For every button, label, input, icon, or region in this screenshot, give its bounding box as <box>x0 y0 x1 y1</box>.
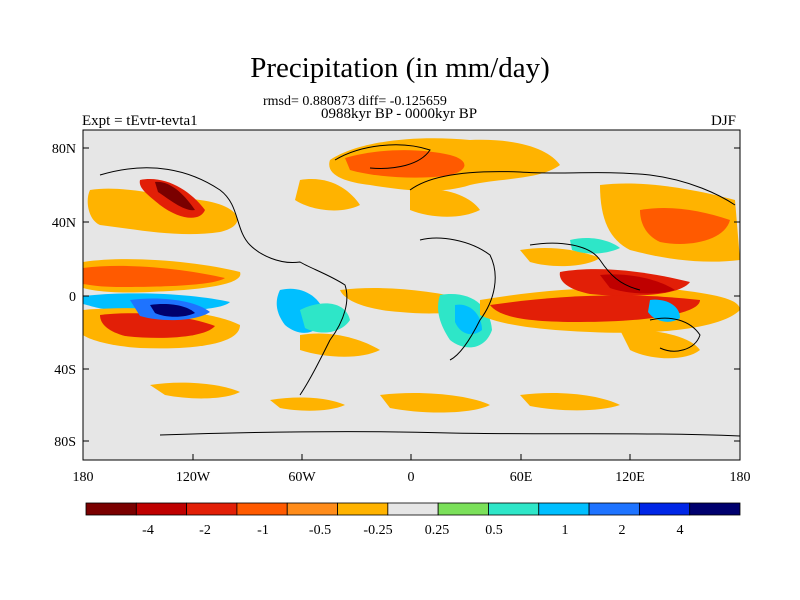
colorbar-label: 1 <box>562 523 569 538</box>
lat-tick-label: 40N <box>52 216 76 231</box>
colorbar-segment <box>387 502 439 516</box>
lon-tick-label: 0 <box>408 470 415 485</box>
colorbar-label: -1 <box>257 523 269 538</box>
season-label: DJF <box>710 113 736 129</box>
colorbar-segment <box>638 502 691 516</box>
colorbar-segment <box>538 502 590 516</box>
colorbar-label: -0.25 <box>363 523 392 538</box>
colorbar-segment <box>689 502 741 516</box>
colorbar-segment <box>337 502 389 516</box>
colorbar-segment <box>236 502 288 516</box>
lon-tick-label: 180 <box>730 470 751 485</box>
coastlines <box>99 144 740 437</box>
lat-tick-label: 40S <box>54 363 76 378</box>
latitude-axis: 80N 40N 0 40S 80S <box>52 142 740 450</box>
colorbar-segment <box>588 502 640 516</box>
stats-line: rmsd= 0.880873 diff= -0.125659 <box>263 94 447 109</box>
colorbar-label: 0.25 <box>425 523 450 538</box>
colorbar-label: 4 <box>677 523 684 538</box>
longitude-axis: 180 120W 60W 0 60E 120E 180 <box>73 454 751 485</box>
lon-tick-label: 60E <box>510 470 533 485</box>
lat-tick-label: 0 <box>69 290 76 305</box>
precipitation-field <box>83 138 740 413</box>
colorbar-segment <box>286 502 338 516</box>
colorbar-segment <box>85 502 137 516</box>
map-title: Precipitation (in mm/day) <box>250 52 550 84</box>
lon-tick-label: 120W <box>176 470 211 485</box>
lat-tick-label: 80S <box>54 435 76 450</box>
lon-tick-label: 180 <box>73 470 94 485</box>
lat-tick-label: 80N <box>52 142 76 157</box>
colorbar-segment <box>135 502 188 516</box>
colorbar-label: 2 <box>619 523 626 538</box>
lon-tick-label: 120E <box>615 470 645 485</box>
experiment-label: Expt = tEvtr-tevta1 <box>82 113 198 129</box>
colorbar-segment <box>488 502 540 516</box>
colorbar-label: -2 <box>199 523 211 538</box>
colorbar-label: 0.5 <box>485 523 503 538</box>
colorbar-segment <box>186 502 238 516</box>
colorbar-label: -4 <box>142 523 154 538</box>
colorbar: -4 -2 -1 -0.5 -0.25 0.25 0.5 1 2 4 <box>85 502 741 538</box>
lon-tick-label: 60W <box>288 470 316 485</box>
colorbar-segment <box>437 502 489 516</box>
period-label: 0988kyr BP - 0000kyr BP <box>321 106 478 122</box>
colorbar-label: -0.5 <box>309 523 331 538</box>
